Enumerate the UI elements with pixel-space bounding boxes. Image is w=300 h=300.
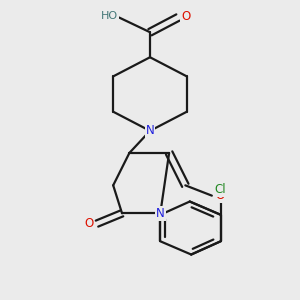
Text: O: O <box>181 10 190 22</box>
Text: HO: HO <box>100 11 118 21</box>
Text: O: O <box>215 189 225 202</box>
Text: N: N <box>156 207 165 220</box>
Text: Cl: Cl <box>215 183 226 196</box>
Text: O: O <box>84 217 94 230</box>
Text: N: N <box>146 124 154 137</box>
